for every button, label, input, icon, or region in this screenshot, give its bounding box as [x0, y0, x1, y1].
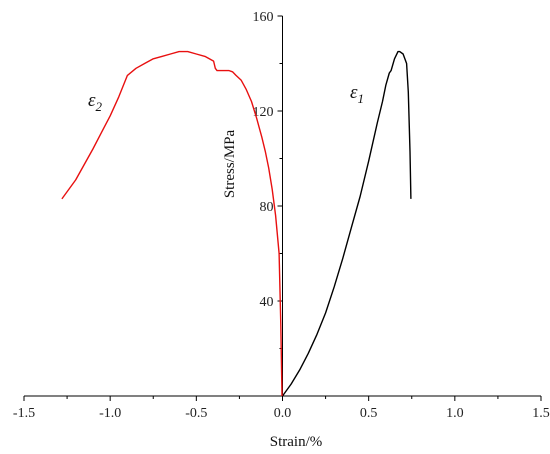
series-layer: [61, 50, 412, 397]
y-tick-label: 160: [253, 10, 274, 25]
x-tick-label: 0.0: [274, 406, 292, 421]
series-line-eps1: [281, 50, 412, 397]
y-ticks: 40 80 120 160: [253, 10, 283, 349]
x-ticks: -1.5 -1.0 -0.5 0.0 0.5 1.0 1.5: [13, 396, 550, 421]
series-label-eps2: ε2: [88, 90, 103, 114]
x-tick-label: -1.0: [99, 406, 121, 421]
x-tick-label: -0.5: [185, 406, 207, 421]
x-tick-label: 1.5: [532, 406, 550, 421]
series-line-eps2: [61, 50, 283, 397]
y-tick-label: 80: [260, 200, 274, 215]
x-tick-label: 0.5: [360, 406, 378, 421]
series-labels: ε2 ε1: [88, 82, 364, 114]
y-tick-label: 40: [260, 295, 274, 310]
x-tick-label: 1.0: [446, 406, 464, 421]
x-tick-label: -1.5: [13, 406, 35, 421]
series-label-eps1: ε1: [350, 82, 364, 106]
x-axis-title: Strain/%: [270, 434, 323, 450]
y-tick-label: 120: [253, 105, 274, 120]
y-axis-title: Stress/MPa: [222, 129, 238, 198]
